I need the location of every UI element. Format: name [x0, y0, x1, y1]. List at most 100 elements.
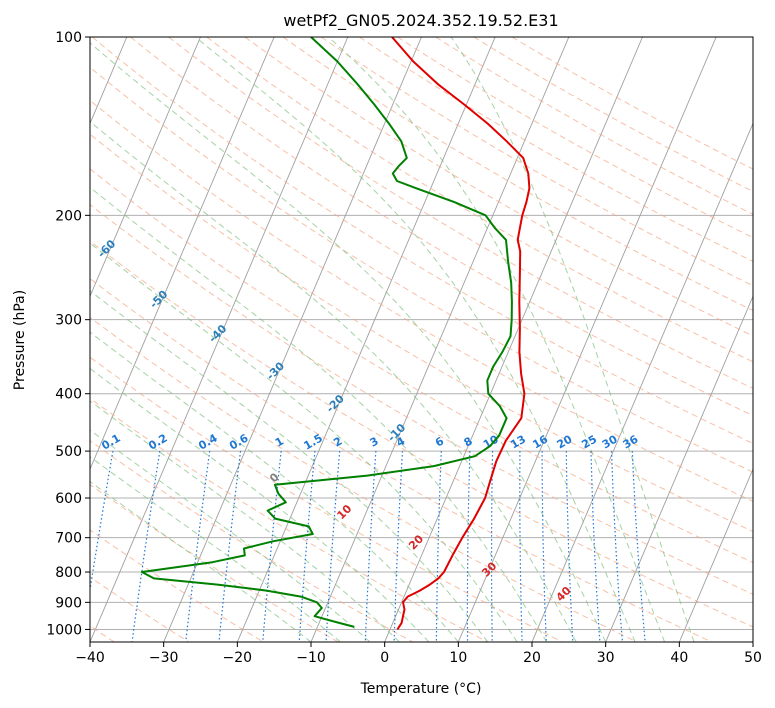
dry-adiabat-line: [282, 37, 753, 312]
dry-adiabat-label: -50: [147, 288, 170, 311]
temperature-profile-line: [391, 37, 531, 630]
mixing-ratio-line: [435, 451, 442, 642]
chart-title: wetPf2_GN05.2024.352.19.52.E31: [283, 11, 558, 31]
x-tick-label: 30: [597, 650, 615, 666]
x-axis-ticks: −40 −30 −20 −10 0 10 20 30 40 50: [75, 642, 762, 666]
x-tick-label: 0: [380, 650, 389, 666]
isotherm-line: [752, 640, 753, 642]
isotherm-line: [678, 467, 753, 642]
isotherm-line: [90, 37, 201, 298]
moist-adiabat-line: [90, 290, 489, 642]
dry-adiabat-line: [90, 397, 488, 642]
mixing-ratio-line: [610, 451, 623, 642]
moist-adiabat-line: [194, 37, 636, 642]
mixing-ratio-line: [541, 451, 547, 642]
dry-adiabat-line: [90, 356, 563, 642]
dry-adiabat-line: [435, 37, 753, 215]
mixing-ratio-line: [519, 451, 523, 642]
mixing-ratio-line: [325, 451, 341, 642]
y-tick-label: 900: [55, 595, 82, 611]
x-axis-label: Temperature (°C): [360, 681, 482, 697]
mixing-ratio-label: 3: [368, 435, 381, 450]
reference-line-labels: 0.1 0.2 0.4 0.6 1 1.5 2 3 4 6 8 10 13 16 20 25 30 3601020…: [0, 135, 641, 604]
dry-adiabat-label: -40: [206, 322, 229, 345]
moist-adiabat-line: [90, 186, 548, 642]
isotherm-line: [163, 37, 422, 642]
x-tick-label: −10: [296, 650, 326, 666]
x-tick-label: −40: [75, 650, 105, 666]
moist-adiabat-line: [90, 480, 312, 642]
mixing-ratio-line: [90, 450, 114, 594]
mixing-ratio-label: 8: [462, 435, 475, 450]
y-tick-label: 200: [55, 208, 82, 224]
mixing-ratio-label: 16: [530, 432, 550, 451]
mixing-ratio-line: [131, 451, 161, 642]
moist-adiabat-line: [450, 37, 695, 642]
dry-adiabat-label: -60: [95, 237, 118, 260]
dry-adiabat-label: -80: [0, 135, 15, 158]
dry-adiabat-line: [90, 483, 339, 642]
dry-adiabat-line: [90, 576, 190, 642]
mixing-ratio-line: [364, 451, 377, 642]
mixing-ratio-line: [218, 451, 242, 642]
moist-adiabat-line: [90, 331, 459, 642]
moist-adiabat-line: [90, 456, 341, 642]
mixing-ratio-label: 13: [508, 433, 528, 452]
plot-area: 0.1 0.2 0.4 0.6 1 1.5 2 3 4 6 8 10 13 16 20 25 30 3601020…: [0, 37, 753, 642]
y-tick-label: 400: [55, 387, 82, 403]
dry-adiabat-label: -30: [264, 359, 287, 382]
mixing-ratio-line: [466, 451, 471, 642]
y-axis-ticks: 100 200 300 400 500 600 700 800 900 1000: [46, 30, 90, 638]
isotherm-line: [457, 37, 717, 642]
dry-adiabat-label: -70: [45, 181, 68, 204]
mixing-ratio-line: [185, 451, 211, 642]
mixing-ratio-line: [490, 451, 494, 642]
profile-lines: [140, 37, 531, 630]
x-tick-label: 10: [449, 650, 467, 666]
moist-adiabat-line: [90, 120, 577, 642]
mixing-ratio-label: 36: [621, 432, 641, 451]
moist-adiabat-line: [90, 429, 371, 642]
y-tick-label: 800: [55, 565, 82, 581]
dry-adiabat-line: [90, 278, 712, 642]
dry-adiabat-line: [397, 37, 753, 239]
dry-adiabat-line: [90, 316, 638, 642]
mixing-ratio-line: [298, 451, 316, 642]
mixing-ratio-label: 6: [433, 434, 446, 449]
dry-adiabat-line: [90, 203, 753, 595]
dry-adiabat-line: [511, 37, 753, 170]
dry-adiabat-line: [91, 37, 753, 445]
y-tick-label: 700: [55, 531, 82, 547]
dry-adiabat-line: [90, 99, 753, 502]
moist-adiabat-label: 0: [267, 470, 282, 485]
dry-adiabat-line: [90, 168, 753, 563]
dry-adiabat-label: -20: [324, 392, 347, 415]
x-tick-label: 20: [523, 650, 541, 666]
dry-adiabat-line: [90, 240, 753, 628]
pressure-gridlines: [90, 37, 753, 630]
dry-adiabat-line: [90, 440, 414, 642]
x-tick-label: −20: [223, 650, 253, 666]
mixing-ratio-label: 0.2: [146, 432, 169, 453]
dry-adiabat-line: [473, 37, 753, 193]
dry-adiabat-line: [130, 37, 753, 417]
x-tick-label: 40: [670, 650, 688, 666]
dry-adiabat-line: [359, 37, 753, 262]
moist-adiabat-line: [90, 400, 400, 642]
x-tick-label: −30: [149, 650, 179, 666]
mixing-ratio-line: [393, 451, 404, 642]
isotherm-line: [236, 37, 496, 642]
isotherm-line: [90, 37, 349, 642]
y-tick-label: 1000: [46, 622, 82, 638]
plot-frame: [89, 36, 754, 643]
y-tick-label: 500: [55, 444, 82, 460]
mixing-ratio-label: 0.1: [99, 432, 122, 453]
dry-adiabats: [90, 37, 753, 642]
mixing-ratio-lines: [90, 450, 646, 642]
isotherm-line: [605, 295, 753, 642]
y-tick-label: 600: [55, 491, 82, 507]
x-tick-label: 50: [744, 650, 762, 666]
moist-adiabat-line: [90, 42, 607, 642]
mixing-ratio-line: [565, 451, 574, 642]
dewpoint-profile-line: [140, 37, 513, 628]
